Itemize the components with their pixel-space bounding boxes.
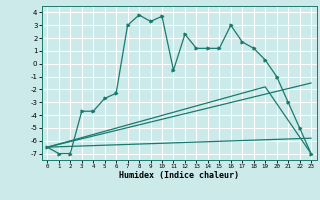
X-axis label: Humidex (Indice chaleur): Humidex (Indice chaleur) [119, 171, 239, 180]
